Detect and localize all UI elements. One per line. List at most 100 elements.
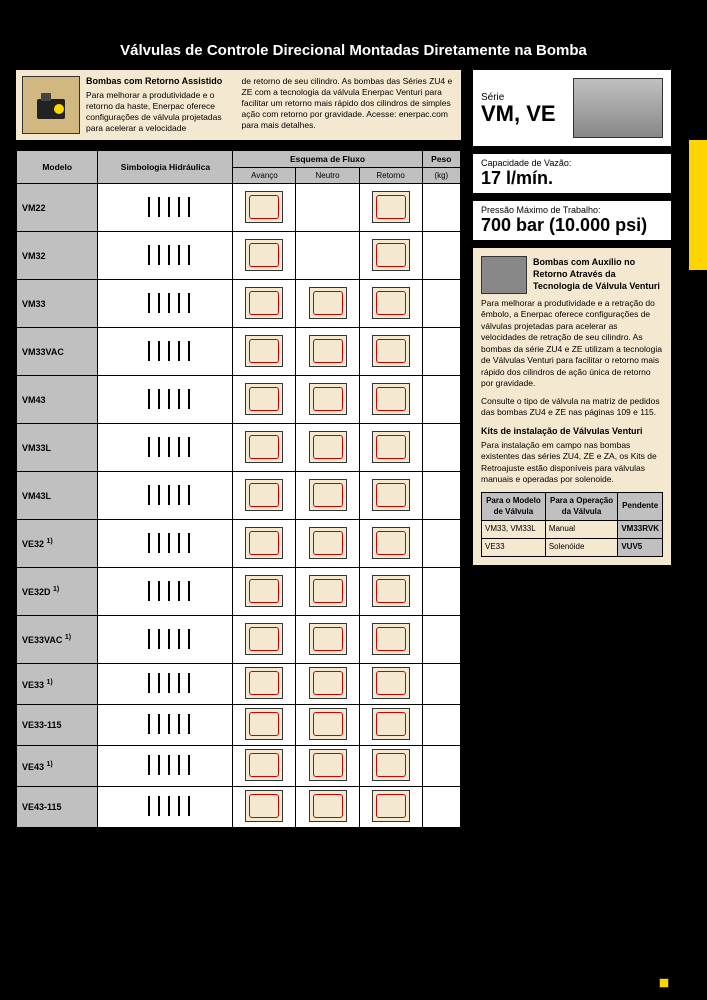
spec-pressure-label: Pressão Máximo de Trabalho:	[481, 205, 663, 215]
venturi-kits-heading: Kits de instalação de Válvulas Venturi	[481, 425, 663, 437]
flow-schema-icon	[372, 708, 410, 740]
hydraulic-symbol-icon	[140, 533, 190, 553]
col-peso: Peso	[422, 151, 460, 168]
peso-cell	[422, 568, 460, 616]
hydraulic-symbol-icon	[140, 293, 190, 313]
peso-cell	[422, 705, 460, 746]
kit-code: VUV5	[618, 539, 663, 557]
flow-schema-icon	[372, 749, 410, 781]
hydraulic-symbol-icon	[140, 485, 190, 505]
hydraulic-symbol-icon	[140, 245, 190, 265]
symbol-cell	[98, 616, 233, 664]
schema-neutro	[296, 328, 359, 376]
flow-schema-icon	[309, 527, 347, 559]
peso-cell	[422, 520, 460, 568]
kit-h2: Para a Operação da Válvula	[545, 492, 618, 521]
flow-schema-icon	[245, 431, 283, 463]
kit-op: Solenóide	[545, 539, 618, 557]
flow-schema-icon	[245, 790, 283, 822]
schema-retorno	[359, 184, 422, 232]
flow-schema-icon	[245, 383, 283, 415]
schema-neutro	[296, 232, 359, 280]
schema-neutro	[296, 787, 359, 828]
schema-neutro	[296, 568, 359, 616]
table-row: VM43L	[17, 472, 461, 520]
schema-neutro	[296, 184, 359, 232]
peso-cell	[422, 746, 460, 787]
flow-schema-icon	[372, 790, 410, 822]
symbol-cell	[98, 520, 233, 568]
hydraulic-symbol-icon	[140, 673, 190, 693]
flow-schema-icon	[372, 575, 410, 607]
flow-schema-icon	[245, 239, 283, 271]
symbol-cell	[98, 232, 233, 280]
peso-cell	[422, 280, 460, 328]
model-cell: VM22	[17, 184, 98, 232]
flow-schema-icon	[245, 335, 283, 367]
peso-cell	[422, 616, 460, 664]
symbol-cell	[98, 424, 233, 472]
flow-schema-icon	[372, 287, 410, 319]
hydraulic-symbol-icon	[140, 796, 190, 816]
flow-schema-icon	[309, 335, 347, 367]
table-row: VE43-115	[17, 787, 461, 828]
venturi-box: Bombas com Auxílio no Retorno Através da…	[472, 247, 672, 566]
table-row: VE32D 1)	[17, 568, 461, 616]
flow-schema-icon	[372, 479, 410, 511]
table-row: VM33L	[17, 424, 461, 472]
symbol-cell	[98, 280, 233, 328]
table-row: VM33VAC	[17, 328, 461, 376]
intro-text-1: Para melhorar a produtividade e o retorn…	[86, 90, 236, 134]
peso-cell	[422, 328, 460, 376]
spec-pressure: Pressão Máximo de Trabalho: 700 bar (10.…	[472, 200, 672, 241]
series-box: Série VM, VE	[472, 69, 672, 147]
model-cell: VM43	[17, 376, 98, 424]
symbol-cell	[98, 328, 233, 376]
pump-image	[22, 76, 80, 134]
intro-text-2: de retorno de seu cilindro. As bombas da…	[242, 76, 456, 134]
schema-avanco	[233, 520, 296, 568]
spec-pressure-value: 700 bar (10.000 psi)	[481, 215, 663, 236]
schema-neutro	[296, 664, 359, 705]
table-row: VM33	[17, 280, 461, 328]
flow-schema-icon	[309, 708, 347, 740]
model-cell: VE33 1)	[17, 664, 98, 705]
schema-neutro	[296, 520, 359, 568]
schema-neutro	[296, 616, 359, 664]
kit-row: VE33SolenóideVUV5	[482, 539, 663, 557]
schema-neutro	[296, 424, 359, 472]
side-tab	[689, 140, 707, 270]
col-modelo: Modelo	[17, 151, 98, 184]
symbol-cell	[98, 376, 233, 424]
symbol-cell	[98, 472, 233, 520]
kit-model: VE33	[482, 539, 546, 557]
flow-schema-icon	[372, 383, 410, 415]
hydraulic-symbol-icon	[140, 629, 190, 649]
col-simbologia: Simbologia Hidráulica	[98, 151, 233, 184]
symbol-cell	[98, 746, 233, 787]
model-cell: VM32	[17, 232, 98, 280]
schema-retorno	[359, 664, 422, 705]
model-cell: VM33L	[17, 424, 98, 472]
flow-schema-icon	[309, 383, 347, 415]
schema-avanco	[233, 424, 296, 472]
schema-retorno	[359, 568, 422, 616]
model-cell: VE32 1)	[17, 520, 98, 568]
schema-retorno	[359, 424, 422, 472]
model-cell: VM33VAC	[17, 328, 98, 376]
schema-retorno	[359, 376, 422, 424]
flow-schema-icon	[245, 623, 283, 655]
schema-retorno	[359, 616, 422, 664]
flow-schema-icon	[372, 527, 410, 559]
schema-avanco	[233, 705, 296, 746]
flow-schema-icon	[372, 239, 410, 271]
flow-schema-icon	[372, 667, 410, 699]
kit-code: VM33RVK	[618, 521, 663, 539]
schema-avanco	[233, 746, 296, 787]
flow-schema-icon	[372, 335, 410, 367]
kit-h1: Para o Modelo de Válvula	[482, 492, 546, 521]
model-cell: VE33-115	[17, 705, 98, 746]
kit-table: Para o Modelo de Válvula Para a Operação…	[481, 492, 663, 557]
schema-retorno	[359, 705, 422, 746]
schema-avanco	[233, 280, 296, 328]
